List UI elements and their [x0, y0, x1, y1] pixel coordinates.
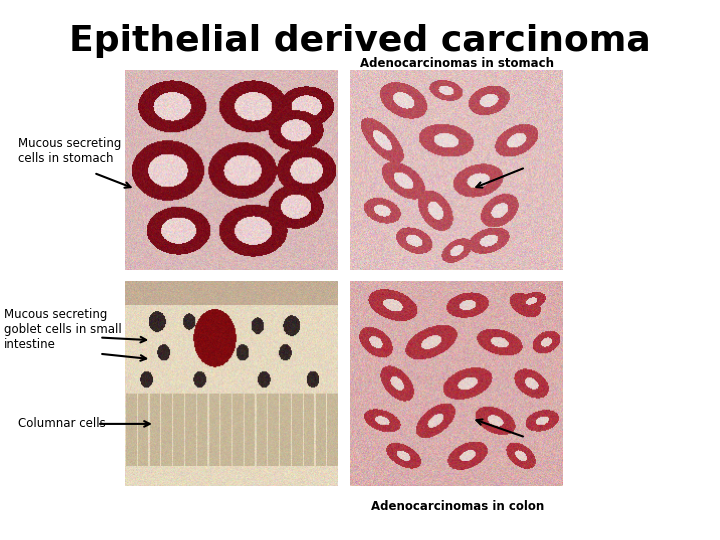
Text: Mucous secreting
cells in stomach: Mucous secreting cells in stomach	[18, 137, 122, 165]
Text: Mucous secreting
goblet cells in small
intestine: Mucous secreting goblet cells in small i…	[4, 308, 122, 351]
Text: Adenocarcinomas in colon: Adenocarcinomas in colon	[371, 500, 544, 512]
Text: Epithelial derived carcinoma: Epithelial derived carcinoma	[69, 24, 651, 58]
Text: Adenocarcinomas in stomach: Adenocarcinomas in stomach	[360, 57, 554, 70]
Text: Columnar cells: Columnar cells	[18, 417, 106, 430]
